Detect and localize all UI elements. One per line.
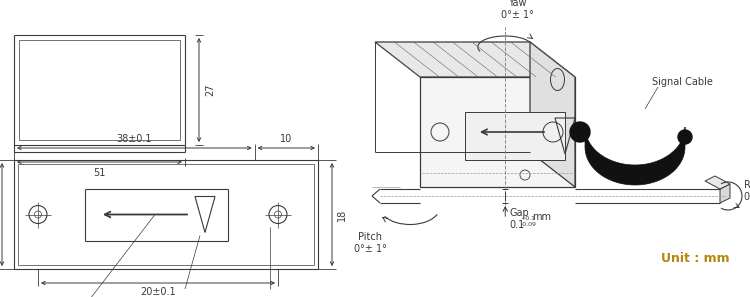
Text: 51: 51 bbox=[93, 168, 106, 178]
Text: Pitch
0°± 1°: Pitch 0°± 1° bbox=[353, 232, 386, 254]
Text: 27: 27 bbox=[205, 84, 215, 96]
Text: Roll
0°± 1°: Roll 0°± 1° bbox=[744, 180, 750, 202]
Text: mm: mm bbox=[532, 212, 551, 222]
Text: Gap
0.1: Gap 0.1 bbox=[509, 208, 529, 230]
Polygon shape bbox=[720, 184, 730, 203]
Polygon shape bbox=[530, 42, 575, 187]
Bar bbox=[465, 112, 565, 160]
Polygon shape bbox=[375, 42, 575, 77]
Polygon shape bbox=[705, 176, 730, 189]
Text: Signal Cable: Signal Cable bbox=[652, 77, 712, 87]
Bar bbox=[420, 77, 575, 187]
Circle shape bbox=[678, 130, 692, 144]
Polygon shape bbox=[585, 127, 685, 185]
Text: 5.2±0.1: 5.2±0.1 bbox=[0, 199, 2, 230]
Text: Yaw
0°± 1°: Yaw 0°± 1° bbox=[501, 0, 534, 20]
Text: 18: 18 bbox=[337, 208, 347, 221]
Text: Unit : mm: Unit : mm bbox=[661, 252, 729, 266]
Text: +0.1
-0.09: +0.1 -0.09 bbox=[520, 216, 536, 227]
Circle shape bbox=[570, 122, 590, 142]
Text: 10: 10 bbox=[280, 134, 292, 144]
Text: 20±0.1: 20±0.1 bbox=[140, 287, 176, 297]
Text: 38±0.1: 38±0.1 bbox=[116, 134, 152, 144]
